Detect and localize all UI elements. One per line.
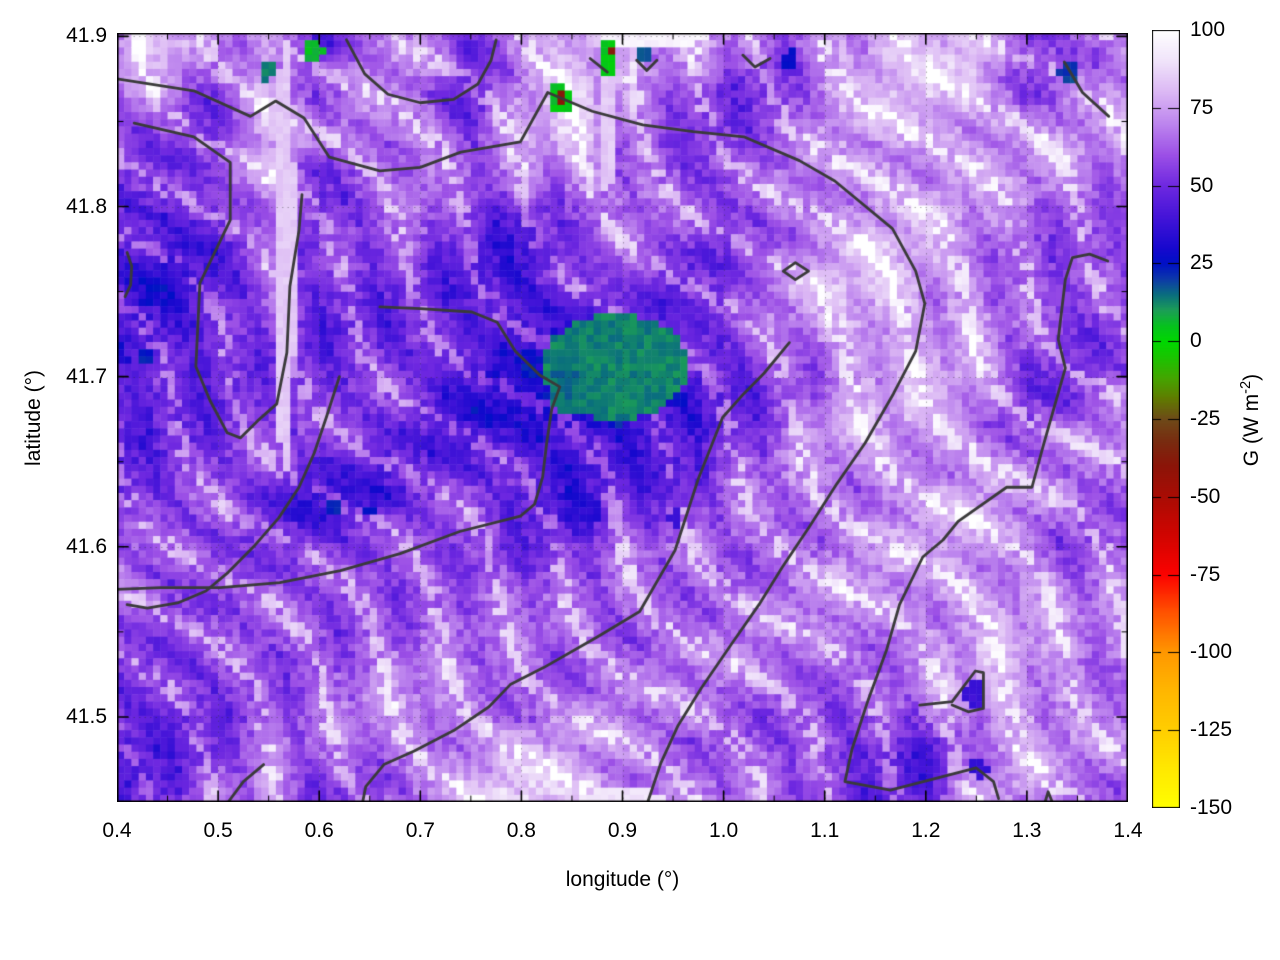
colorbar-tick-label: 25 [1190, 251, 1214, 275]
x-tick-label: 1.1 [810, 819, 840, 842]
x-tick-label: 0.7 [405, 819, 435, 842]
colorbar-title: G (W m-2) [1238, 374, 1264, 466]
colorbar-tick-label: -125 [1190, 718, 1233, 742]
colorbar-tick-label: -25 [1190, 407, 1221, 430]
colorbar-tick-label: -50 [1190, 484, 1221, 508]
x-tick-label: 0.5 [203, 819, 233, 842]
colorbar-title-exponent: -2 [1238, 380, 1254, 394]
y-tick-label: 41.5 [66, 704, 107, 728]
colorbar-tick-label: 100 [1190, 18, 1226, 41]
x-tick-label: 0.9 [607, 819, 638, 842]
x-tick-label: 1.0 [708, 819, 739, 842]
colorbar-tick-label: -150 [1190, 796, 1233, 819]
y-tick-label: 41.9 [66, 24, 107, 48]
x-tick-label: 1.3 [1012, 819, 1042, 842]
colorbar-tick-label: 50 [1190, 173, 1214, 197]
x-tick-label: 0.8 [506, 819, 536, 842]
y-tick-label: 41.6 [66, 534, 107, 558]
colorbar-title-prefix: G (W m [1240, 393, 1263, 467]
x-tick-label: 1.4 [1113, 819, 1143, 842]
colorbar-tick-label: 0 [1190, 329, 1202, 353]
x-axis-title: longitude (°) [565, 868, 680, 891]
x-tick-label: 0.4 [102, 819, 132, 842]
x-tick-label: 0.6 [304, 819, 334, 842]
y-axis-title: latitude (°) [22, 370, 45, 466]
y-tick-label: 41.7 [66, 364, 107, 388]
colorbar-tick-label: -100 [1190, 640, 1233, 664]
y-tick-label: 41.8 [66, 194, 107, 218]
colorbar-tick-label: 75 [1190, 95, 1214, 119]
colorbar-canvas [1152, 30, 1180, 808]
colorbar-title-suffix: ) [1240, 373, 1263, 381]
colorbar-tick-label: -75 [1190, 562, 1221, 586]
x-tick-label: 1.2 [911, 819, 941, 842]
heatmap-canvas [117, 33, 1128, 802]
